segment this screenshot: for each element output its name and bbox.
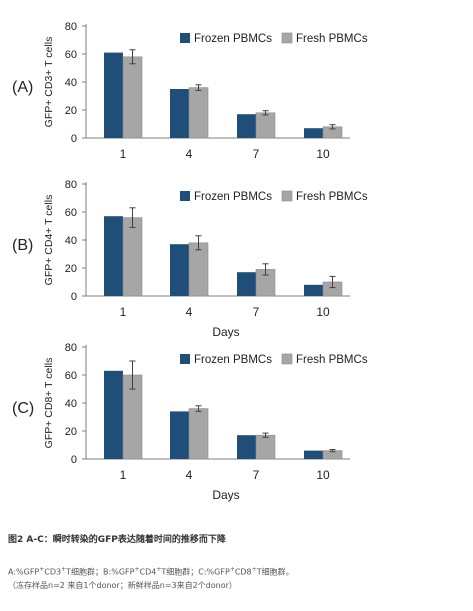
panel-c-x-tick-label: 4 (186, 468, 193, 482)
panel-a-y-tick-label: 80 (65, 21, 77, 33)
panel-b-y-tick-label: 0 (71, 291, 77, 303)
panel-c-legend-swatch-frozen (180, 354, 190, 364)
panel-a-legend-label-fresh: Fresh PBMCs (296, 33, 368, 45)
panel-b-bar-frozen-10 (304, 284, 323, 296)
panel-c-x-tick-label: 1 (120, 468, 127, 482)
panel-a-x-tick-label: 1 (120, 147, 127, 161)
panel-a-legend-swatch-fresh (281, 32, 293, 44)
panel-a-y-tick-label: 20 (65, 105, 77, 117)
panel-a-bar-frozen-10 (304, 128, 323, 138)
panel-c-legend-swatch-fresh (281, 353, 293, 365)
panel-a-bar-fresh-1 (122, 56, 143, 139)
panel-a-x-tick-label: 4 (186, 147, 193, 161)
panel-c-y-tick-label: 20 (65, 426, 77, 438)
panel-a-bar-fresh-4 (188, 87, 209, 139)
panel-c-bar-frozen-7 (237, 435, 256, 459)
panel-b-x-tick-label: 10 (316, 305, 330, 319)
panel-a-legend-label-frozen: Frozen PBMCs (194, 33, 272, 45)
panel-c-y-tick-label: 80 (65, 342, 77, 354)
panel-a-bar-frozen-1 (104, 52, 123, 138)
panel-c-x-tick-label: 10 (316, 468, 330, 482)
panel-a-bar-frozen-4 (170, 89, 189, 138)
panel-a-y-tick-label: 40 (65, 77, 77, 89)
figure-caption-title: 图2 A-C：瞬时转染的GFP表达随着时间的推移而下降 (8, 535, 226, 545)
panel-a-label: (A) (12, 79, 33, 96)
panel-b-x-tick-label: 4 (186, 305, 193, 319)
panel-c-label: (C) (12, 400, 34, 417)
panel-c-y-tick-label: 60 (65, 370, 77, 382)
panel-a-x-tick-label: 7 (253, 147, 260, 161)
panel-b-y-tick-label: 80 (65, 179, 77, 191)
panel-c-ylabel: GFP+ CD8+ T cells (43, 358, 55, 449)
panel-b-bar-frozen-4 (170, 244, 189, 296)
panel-b-x-tick-label: 1 (120, 305, 127, 319)
panel-b-legend-swatch-fresh (281, 190, 293, 202)
panel-b-bar-fresh-4 (188, 242, 209, 297)
panel-c-legend-label-frozen: Frozen PBMCs (194, 354, 272, 366)
panel-c-bar-frozen-4 (170, 411, 189, 459)
panel-a-x-tick-label: 10 (316, 147, 330, 161)
panel-c-y-tick-label: 0 (71, 454, 77, 466)
panel-a-bar-frozen-7 (237, 114, 256, 138)
figure-caption-description: A:%GFP+CD3+T细胞群；B:%GFP+CD4+T细胞群；C:%GFP+C… (8, 566, 294, 577)
panel-b-legend-label-fresh: Fresh PBMCs (296, 191, 368, 203)
panel-b-y-tick-label: 20 (65, 263, 77, 275)
panel-c-x-tick-label: 7 (253, 468, 260, 482)
panel-b-label: (B) (12, 237, 33, 254)
panel-a-ylabel: GFP+ CD3+ T cells (43, 37, 55, 128)
panel-b-bar-fresh-1 (122, 217, 143, 297)
panel-a-y-tick-label: 60 (65, 49, 77, 61)
figure-caption-note: （冻存样品n=2 来自1个donor；新鲜样品n=3来自2个donor） (8, 581, 237, 590)
panel-b-xlabel: Days (212, 325, 239, 339)
panel-c-bar-frozen-1 (104, 370, 123, 459)
panel-b-ylabel: GFP+ CD4+ T cells (43, 195, 55, 286)
panel-b-legend-swatch-frozen (180, 191, 190, 201)
panel-c-xlabel: Days (212, 488, 239, 502)
panel-a-legend-swatch-frozen (180, 33, 190, 43)
panel-b-bar-frozen-1 (104, 216, 123, 296)
panel-b-bar-frozen-7 (237, 272, 256, 296)
panel-c-y-tick-label: 40 (65, 398, 77, 410)
panel-b-y-tick-label: 40 (65, 235, 77, 247)
panel-c-bar-frozen-10 (304, 450, 323, 459)
panel-c-legend-label-fresh: Fresh PBMCs (296, 354, 368, 366)
panel-c-bar-fresh-4 (188, 408, 209, 460)
panel-b-legend-label-frozen: Frozen PBMCs (194, 191, 272, 203)
panel-b-y-tick-label: 60 (65, 207, 77, 219)
panel-b-x-tick-label: 7 (253, 305, 260, 319)
panel-c-bar-fresh-7 (255, 434, 276, 460)
panel-a-bar-fresh-7 (255, 112, 276, 139)
panel-a-y-tick-label: 0 (71, 133, 77, 145)
